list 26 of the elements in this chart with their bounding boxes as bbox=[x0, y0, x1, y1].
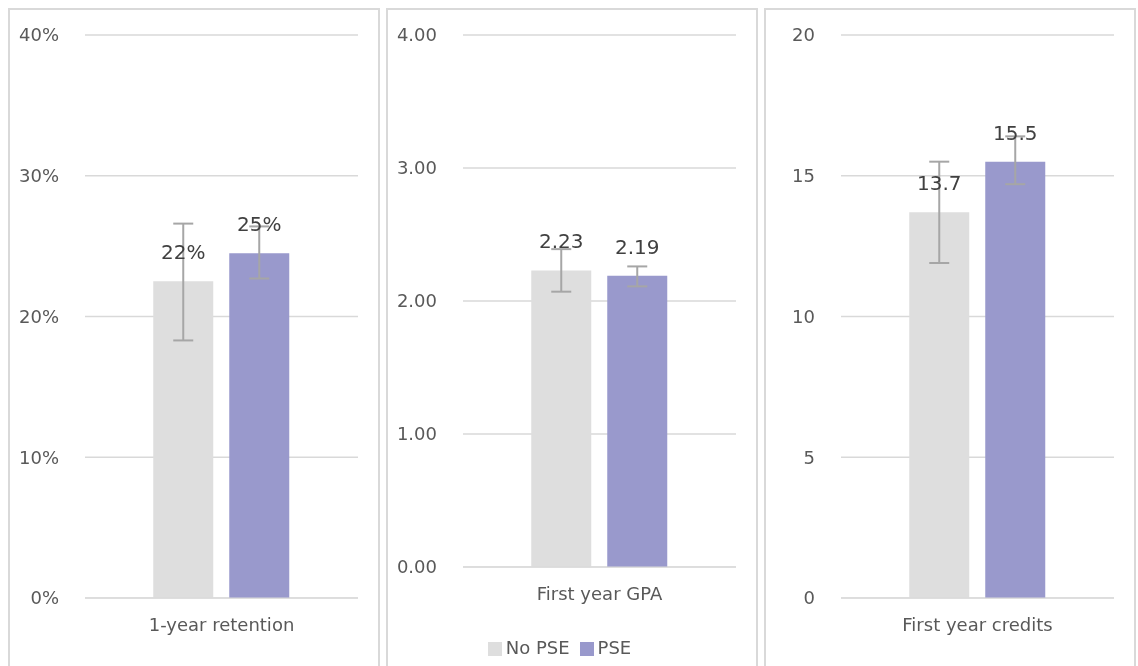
data-label: 2.23 bbox=[538, 229, 584, 254]
y-tick-label: 4.00 bbox=[396, 24, 437, 46]
y-tick-label: 0.00 bbox=[396, 556, 437, 578]
legend-label: No PSE bbox=[505, 637, 570, 658]
y-tick-label: 15 bbox=[792, 165, 815, 187]
x-tick-label: First year GPA bbox=[536, 582, 663, 604]
y-tick-label: 40% bbox=[18, 24, 59, 46]
y-tick-label: 0% bbox=[30, 587, 59, 609]
data-label: 15.5 bbox=[992, 120, 1038, 145]
data-label: 13.7 bbox=[916, 171, 962, 196]
x-tick-label: 1-year retention bbox=[148, 613, 295, 635]
y-tick-label: 10 bbox=[792, 305, 815, 327]
y-tick-label: 3.00 bbox=[396, 157, 437, 179]
y-tick-label: 2.00 bbox=[396, 290, 437, 312]
data-label: 25% bbox=[237, 212, 282, 237]
y-tick-label: 0 bbox=[803, 587, 815, 609]
data-label: 22% bbox=[161, 240, 206, 265]
y-tick-label: 10% bbox=[18, 446, 59, 468]
y-tick-label: 20 bbox=[792, 24, 815, 46]
x-tick-label: First year credits bbox=[902, 613, 1053, 635]
legend-label: PSE bbox=[597, 637, 632, 658]
y-tick-label: 30% bbox=[18, 165, 59, 187]
y-tick-label: 5 bbox=[803, 446, 815, 468]
y-tick-label: 20% bbox=[18, 305, 59, 327]
data-label: 2.19 bbox=[614, 234, 660, 259]
y-tick-label: 1.00 bbox=[396, 423, 437, 445]
